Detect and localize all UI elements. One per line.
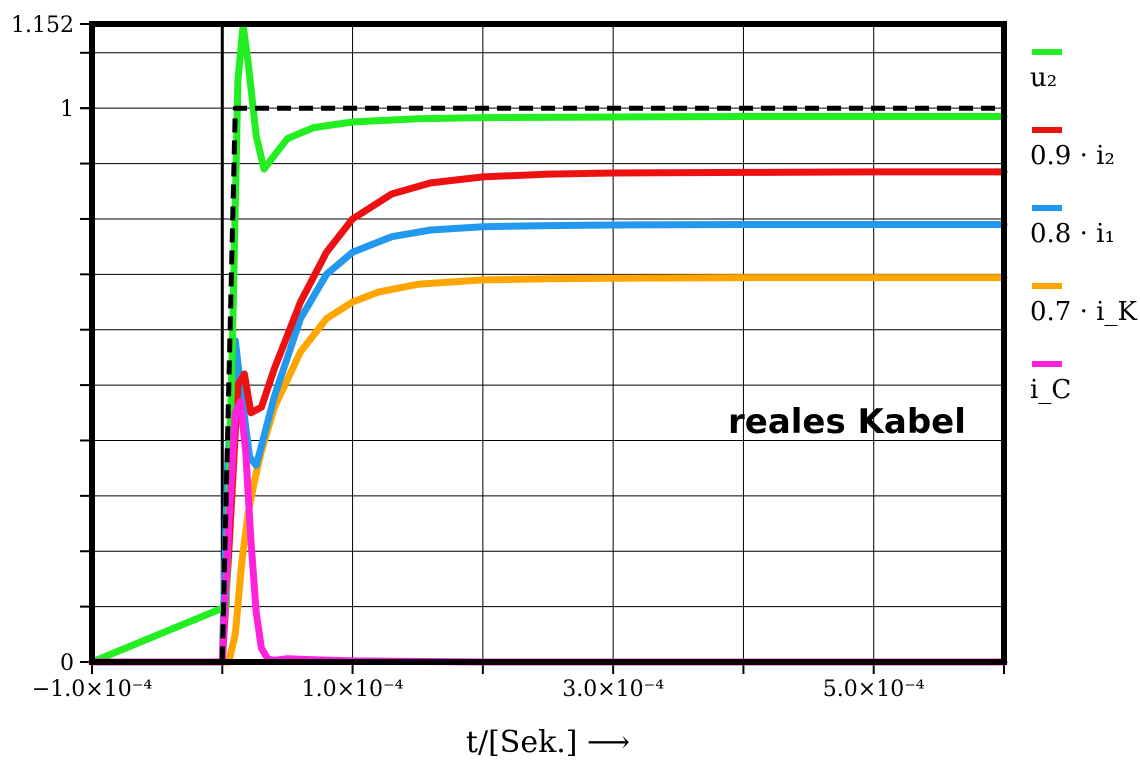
- annotation-label: reales Kabel: [728, 402, 966, 442]
- legend-label-4: 0.7 · i_K: [1030, 297, 1137, 327]
- series-line-0: [92, 105, 1004, 665]
- x-axis-title: t/[Sek.] ⟶: [466, 725, 630, 760]
- series-line-3: [88, 221, 1008, 666]
- series-line-2: [88, 168, 1008, 666]
- y-tick-label-1: 1: [60, 97, 74, 122]
- x-tick-labels: −1.0×10⁻⁴ 1.0×10⁻⁴ 3.0×10⁻⁴ 5.0×10⁻⁴: [32, 677, 925, 702]
- x-tick-label-3: 5.0×10⁻⁴: [823, 677, 925, 702]
- x-tick-label-0: −1.0×10⁻⁴: [32, 677, 152, 702]
- y-tick-labels: 0 1 1.152: [11, 13, 74, 676]
- x-tick-label-2: 3.0×10⁻⁴: [562, 677, 664, 702]
- legend-label-1: u₂: [1030, 63, 1057, 93]
- legend-label-3: 0.8 · i₁: [1030, 219, 1115, 249]
- tick-marks: [80, 23, 1005, 674]
- series-line-4: [88, 274, 1008, 666]
- y-tick-label-0: 0: [60, 651, 74, 676]
- y-tick-label-2: 1.152: [11, 13, 74, 38]
- legend: u₂ 0.9 · i₂ 0.8 · i₁ 0.7 · i_K i_C: [1030, 49, 1137, 405]
- series-lines: [88, 21, 1008, 666]
- legend-label-5: i_C: [1030, 375, 1071, 405]
- plot-frame: [89, 21, 1007, 665]
- x-tick-label-1: 1.0×10⁻⁴: [302, 677, 404, 702]
- legend-label-2: 0.9 · i₂: [1030, 141, 1115, 171]
